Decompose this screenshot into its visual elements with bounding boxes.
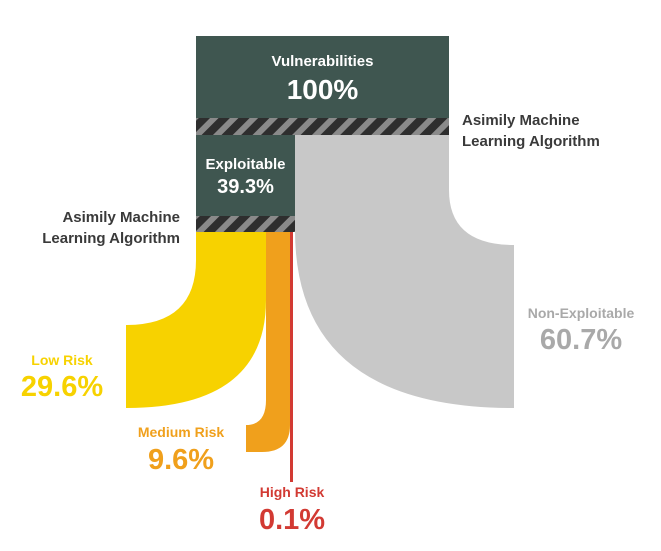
exploitable-hatch-band <box>196 216 295 232</box>
exploitable-value: 39.3% <box>217 176 274 198</box>
algorithm-label-right: Asimily Machine Learning Algorithm <box>462 110 600 152</box>
vulnerabilities-value: 100% <box>286 74 359 105</box>
exploitable-box <box>196 135 295 216</box>
vulnerabilities-label: Vulnerabilities <box>271 53 374 70</box>
non-exploitable-label: Non-Exploitable <box>527 305 635 321</box>
high-risk-value: 0.1% <box>258 504 326 536</box>
medium-risk-flow <box>246 232 290 452</box>
vulnerabilities-hatch-band <box>196 118 449 135</box>
non-exploitable-flow <box>295 135 514 408</box>
non-exploitable-value: 60.7% <box>539 324 623 356</box>
low-risk-flow <box>126 232 266 408</box>
medium-risk-value: 9.6% <box>147 444 215 476</box>
low-risk-label: Low Risk <box>31 352 93 368</box>
algorithm-right-line2: Learning Algorithm <box>462 133 600 150</box>
high-risk-flow <box>290 232 293 482</box>
medium-risk-label: Medium Risk <box>137 424 225 440</box>
algorithm-right-line1: Asimily Machine <box>462 112 580 129</box>
algorithm-left-line1: Asimily Machine <box>62 209 180 226</box>
high-risk-label: High Risk <box>259 484 325 500</box>
algorithm-label-left: Asimily Machine Learning Algorithm <box>30 207 180 249</box>
vulnerabilities-box <box>196 36 449 118</box>
algorithm-left-line2: Learning Algorithm <box>42 230 180 247</box>
exploitable-label: Exploitable <box>205 156 286 173</box>
low-risk-value: 29.6% <box>20 371 104 403</box>
